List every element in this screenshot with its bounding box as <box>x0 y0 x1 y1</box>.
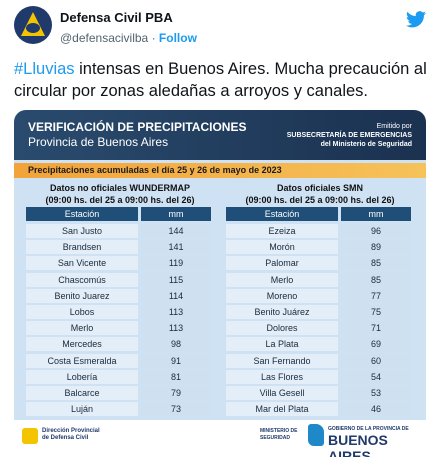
station: Villa Gesell <box>226 386 338 400</box>
image-header <box>14 110 426 160</box>
footer-middle: MINISTERIO DE SEGURIDAD <box>260 428 298 442</box>
province-shape <box>308 424 324 446</box>
image-title: VERIFICACIÓN DE PRECIPITACIONES <box>28 120 247 134</box>
issuer-line: del Ministerio de Seguridad <box>320 141 412 148</box>
author-name[interactable]: Defensa Civil PBA <box>60 10 173 25</box>
separator: · <box>151 31 156 45</box>
image-subtitle: Provincia de Buenos Aires <box>28 135 169 149</box>
issuer: Emitido por SUBSECRETARÍA DE EMERGENCIAS… <box>287 122 412 149</box>
footer-right-small: GOBIERNO DE LA PROVINCIA DE <box>328 426 409 432</box>
rainfall-mm: 115 <box>141 272 211 287</box>
rainfall-mm: 69 <box>341 337 411 352</box>
rainfall-mm: 96 <box>341 224 411 238</box>
station: Luján <box>26 402 138 417</box>
station: Palomar <box>226 256 338 271</box>
station: La Plata <box>226 337 338 352</box>
station: San Justo <box>26 224 138 238</box>
rainfall-mm: 79 <box>141 386 211 400</box>
footer-logo <box>22 428 38 444</box>
footer-right-big: BUENOS AIRES <box>328 432 388 457</box>
column-header: Estación <box>26 207 138 221</box>
footer-line: SEGURIDAD <box>260 435 291 441</box>
rainfall-mm: 113 <box>141 321 211 336</box>
station: Mercedes <box>26 337 138 352</box>
tweet-body: intensas en Buenos Aires. Mucha precauci… <box>14 60 427 100</box>
station: Moreno <box>226 288 338 303</box>
tweet-text: #Lluvias intensas en Buenos Aires. Mucha… <box>14 58 430 102</box>
table-title: Datos no oficiales WUNDERMAP <box>49 183 190 193</box>
station: Lobos <box>26 305 138 319</box>
station: Costa Esmeralda <box>26 353 138 368</box>
station: Balcarce <box>26 386 138 400</box>
station: Mar del Plata <box>226 402 338 417</box>
tables: Datos no oficiales WUNDERMAP (09:00 hs. d… <box>14 178 426 420</box>
banner <box>14 163 426 178</box>
column-header: mm <box>141 207 211 221</box>
rainfall-mm: 91 <box>141 353 211 368</box>
station: Chascomús <box>26 272 138 287</box>
station: Dolores <box>226 321 338 336</box>
column-header: mm <box>341 207 411 221</box>
column-header: Estación <box>226 207 338 221</box>
rainfall-mm: 54 <box>341 369 411 384</box>
rainfall-mm: 60 <box>341 353 411 368</box>
station: San Fernando <box>226 353 338 368</box>
footer-line: MINISTERIO DE <box>260 428 298 434</box>
table-period: (09:00 hs. del 25 a 09:00 hs. del 26) <box>245 195 395 205</box>
station: Brandsen <box>26 240 138 255</box>
station: Las Flores <box>226 369 338 384</box>
rainfall-mm: 119 <box>141 256 211 271</box>
rainfall-mm: 73 <box>141 402 211 417</box>
rainfall-mm: 113 <box>141 305 211 319</box>
station: Benito Juarez <box>26 288 138 303</box>
station: Merlo <box>226 272 338 287</box>
table-period: (09:00 hs. del 25 a 09:00 hs. del 26) <box>45 195 195 205</box>
issuer-line: Emitido por <box>376 123 412 130</box>
handle[interactable]: @defensacivilba <box>60 31 149 45</box>
rainfall-mm: 81 <box>141 369 211 384</box>
rainfall-mm: 114 <box>141 288 211 303</box>
footer-line: de Defensa Civil <box>42 435 89 441</box>
station: Morón <box>226 240 338 255</box>
rainfall-mm: 77 <box>341 288 411 303</box>
image-footer <box>14 420 426 457</box>
rainfall-mm: 53 <box>341 386 411 400</box>
issuer-line: SUBSECRETARÍA DE EMERGENCIAS <box>286 132 412 139</box>
table-title: Datos oficiales SMN <box>276 183 364 193</box>
station: Merlo <box>26 321 138 336</box>
rainfall-mm: 141 <box>141 240 211 255</box>
hashtag[interactable]: #Lluvias <box>14 60 75 78</box>
station: San Vicente <box>26 256 138 271</box>
rainfall-mm: 71 <box>341 321 411 336</box>
footer-left: Dirección Provincial de Defensa Civil <box>42 428 100 442</box>
rainfall-mm: 85 <box>341 256 411 271</box>
banner-text: Precipitaciones acumuladas el día 25 y 2… <box>28 165 282 175</box>
rainfall-mm: 46 <box>341 402 411 417</box>
rainfall-mm: 85 <box>341 272 411 287</box>
station: Ezeiza <box>226 224 338 238</box>
rainfall-mm: 98 <box>141 337 211 352</box>
station: Benito Juárez <box>226 305 338 319</box>
rainfall-mm: 144 <box>141 224 211 238</box>
rainfall-mm: 75 <box>341 305 411 319</box>
follow[interactable]: Follow <box>158 31 197 45</box>
station: Lobería <box>26 369 138 384</box>
author-line: @defensacivilba · Follow <box>60 31 197 45</box>
rainfall-mm: 89 <box>341 240 411 255</box>
footer-line: Dirección Provincial <box>42 428 100 434</box>
tweet-image[interactable]: VERIFICACIÓN DE PRECIPITACIONES Provinci… <box>14 110 426 457</box>
avatar[interactable] <box>14 6 52 44</box>
twitter-logo[interactable] <box>406 11 426 28</box>
